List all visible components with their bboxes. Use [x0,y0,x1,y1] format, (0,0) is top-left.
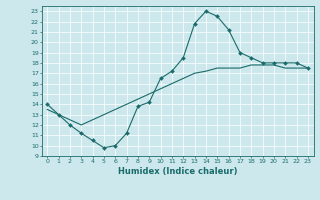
X-axis label: Humidex (Indice chaleur): Humidex (Indice chaleur) [118,167,237,176]
